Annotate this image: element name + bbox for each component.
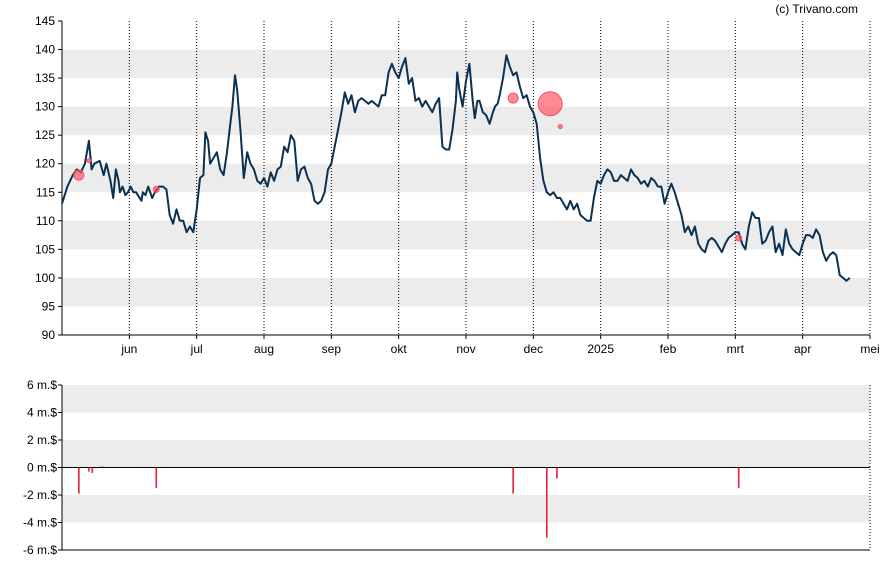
- price-x-tick-label: mrt: [727, 342, 745, 356]
- price-x-tick-label: dec: [524, 342, 543, 356]
- price-y-tick-label: 90: [42, 328, 56, 342]
- credit-label: (c) Trivano.com: [775, 2, 858, 16]
- price-line: [61, 54, 851, 282]
- price-x-tick-label: apr: [794, 342, 811, 356]
- volume-band: [62, 440, 870, 468]
- volume-y-tick-label: 6 m.$: [27, 378, 57, 392]
- volume-band: [62, 495, 870, 523]
- price-y-tick-label: 105: [35, 242, 55, 256]
- price-y-tick-label: 115: [36, 185, 55, 199]
- volume-band: [62, 385, 870, 413]
- price-y-tick-label: 100: [35, 271, 55, 285]
- trade-marker: [73, 169, 85, 181]
- volume-y-tick-label: 4 m.$: [27, 406, 57, 420]
- volume-y-tick-label: -4 m.$: [23, 516, 57, 530]
- price-x-tick-label: mei: [860, 342, 879, 356]
- price-y-tick-label: 145: [35, 14, 55, 28]
- price-x-tick-label: sep: [322, 342, 342, 356]
- price-y-tick-label: 120: [35, 157, 55, 171]
- trade-marker: [507, 92, 519, 104]
- trade-marker: [735, 234, 743, 242]
- trade-marker: [537, 91, 563, 117]
- price-y-tick-label: 135: [35, 71, 55, 85]
- volume-y-tick-label: -6 m.$: [23, 543, 57, 557]
- price-x-tick-label: 2025: [587, 342, 614, 356]
- price-x-tick-label: jun: [120, 342, 137, 356]
- price-y-tick-label: 95: [42, 299, 56, 313]
- volume-y-tick-label: 2 m.$: [27, 433, 57, 447]
- trade-marker: [152, 185, 160, 193]
- trade-marker: [557, 124, 563, 130]
- volume-y-tick-label: 0 m.$: [27, 461, 57, 475]
- price-y-tick-label: 130: [35, 100, 55, 114]
- price-x-tick-label: okt: [391, 342, 408, 356]
- price-y-tick-label: 140: [35, 43, 55, 57]
- price-x-tick-label: nov: [456, 342, 475, 356]
- volume-y-tick-label: -2 m.$: [23, 488, 57, 502]
- price-x-tick-label: feb: [660, 342, 677, 356]
- price-y-tick-label: 125: [35, 128, 55, 142]
- price-x-tick-label: aug: [254, 342, 274, 356]
- trade-marker: [86, 158, 92, 164]
- price-x-tick-label: jul: [190, 342, 203, 356]
- price-y-tick-label: 110: [36, 214, 55, 228]
